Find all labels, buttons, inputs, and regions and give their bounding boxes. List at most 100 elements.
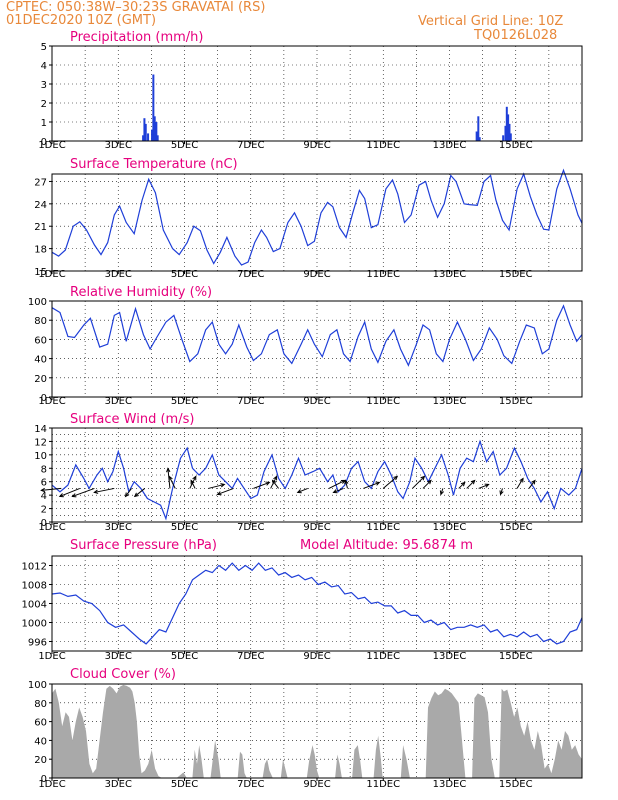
precip-bar <box>509 133 512 141</box>
y-tick-label: 5 <box>41 42 47 53</box>
x-tick-label: 15DEC <box>499 522 533 533</box>
wind-arrow-head <box>420 475 426 481</box>
y-tick-label: 27 <box>34 177 47 188</box>
x-tick-label: 3DEC <box>105 396 132 407</box>
wind-arrow <box>363 481 380 489</box>
rh-title: Relative Humidity (%) <box>70 285 212 300</box>
wind-arrow-head <box>375 481 381 486</box>
date-line: 01DEC2020 10Z (GMT) <box>6 13 157 28</box>
precip-bar <box>144 123 147 141</box>
wind-arrow-head <box>220 483 226 488</box>
y-tick-label: 0 <box>41 393 47 404</box>
wind-arrow <box>253 481 270 489</box>
wind-arrow-head <box>168 475 173 481</box>
y-tick-label: 18 <box>34 245 47 256</box>
wind-arrow-head <box>519 477 524 483</box>
precip-bar <box>155 122 158 141</box>
wind-arrow <box>190 480 196 489</box>
wind-arrow <box>297 487 308 493</box>
y-tick-label: 1012 <box>22 562 47 573</box>
wind-arrow-head <box>484 483 490 488</box>
y-tick-label: 60 <box>34 718 47 729</box>
x-tick-label: 3DEC <box>105 779 132 790</box>
y-tick-label: 40 <box>34 355 47 366</box>
precip-bar <box>153 116 156 141</box>
y-tick-label: 1 <box>41 118 47 129</box>
y-tick-label: 24 <box>34 200 47 211</box>
x-tick-label: 11DEC <box>366 396 400 407</box>
pressure-panel: 996 1000 1004 1008 1012 1DEC 3DEC 5DEC 7DEC 9DEC 1… <box>22 538 583 662</box>
x-tick-label: 9DEC <box>303 269 330 280</box>
station-line: CPTEC: 050:38W–30:23S GRAVATAI (RS) <box>6 0 266 15</box>
wind-title: Surface Wind (m/s) <box>70 412 194 427</box>
x-tick-label: 15DEC <box>499 396 533 407</box>
wind-arrow <box>466 480 476 489</box>
wind-arrow <box>168 476 176 489</box>
x-tick-label: 11DEC <box>366 522 400 533</box>
x-tick-label: 7DEC <box>237 269 264 280</box>
precip-panel: 0 1 2 3 4 5 1DEC 3DEC 5DEC 7DEC 9DEC 11DEC 13DEC 15DE… <box>38 30 583 151</box>
temp-title: Surface Temperature (nC) <box>70 157 238 172</box>
wind-arrow-head <box>133 492 139 498</box>
x-tick-label: 13DEC <box>433 522 467 533</box>
x-tick-label: 11DEC <box>366 651 400 662</box>
x-tick-label: 5DEC <box>171 779 198 790</box>
x-tick-label: 11DEC <box>366 140 400 151</box>
y-tick-label: 20 <box>34 755 47 766</box>
wind-arrow <box>382 476 398 489</box>
y-tick-label: 1000 <box>22 619 47 630</box>
x-tick-label: 7DEC <box>237 396 264 407</box>
x-tick-label: 7DEC <box>237 522 264 533</box>
x-tick-label: 1DEC <box>38 396 65 407</box>
wind-arrow <box>41 487 62 491</box>
wind-arrow <box>412 476 425 489</box>
y-tick-label: 40 <box>34 736 47 747</box>
precip-bar <box>505 106 508 141</box>
y-tick-label: 12 <box>34 437 47 448</box>
precip-bar <box>142 135 145 141</box>
x-tick-label: 5DEC <box>171 651 198 662</box>
wind-arrow <box>333 487 344 493</box>
wind-arrow-head <box>93 489 99 494</box>
pressure-line <box>51 562 583 645</box>
x-tick-label: 9DEC <box>303 522 330 533</box>
run-code: TQ0126L028 <box>474 28 558 43</box>
precip-bar <box>156 135 159 141</box>
y-tick-label: 80 <box>34 699 47 710</box>
wind-arrow <box>59 487 81 497</box>
x-tick-label: 7DEC <box>237 651 264 662</box>
y-tick-label: 20 <box>34 374 47 385</box>
precip-bar <box>507 114 510 141</box>
x-tick-label: 5DEC <box>171 522 198 533</box>
wind-arrow-head <box>265 481 271 486</box>
x-tick-label: 13DEC <box>433 396 467 407</box>
x-tick-label: 7DEC <box>237 140 264 151</box>
y-tick-label: 2 <box>41 505 47 516</box>
wind-arrow <box>125 488 132 497</box>
wind-arrow-head <box>393 475 399 481</box>
y-tick-label: 60 <box>34 335 47 346</box>
wind-arrow-head <box>296 489 302 494</box>
wind-arrow-head <box>40 487 46 493</box>
precip-bar <box>151 129 154 141</box>
precip-bar <box>477 116 480 141</box>
wind-arrow <box>528 480 536 489</box>
y-tick-label: 0 <box>41 137 47 148</box>
precip-bar <box>502 135 505 141</box>
wind-arrow <box>422 480 432 489</box>
y-tick-label: 1008 <box>22 581 47 592</box>
x-tick-label: 1DEC <box>38 269 65 280</box>
x-tick-label: 3DEC <box>105 651 132 662</box>
rh-line <box>51 304 583 367</box>
x-tick-label: 9DEC <box>303 651 330 662</box>
rh-panel: 0 20 40 60 80 100 1DEC 3DEC 5DEC 7DEC 9DEC 11DEC 13D… <box>28 285 583 407</box>
wind-arrow-head <box>124 492 130 498</box>
x-tick-label: 3DEC <box>105 522 132 533</box>
precip-bar <box>504 125 507 141</box>
wind-arrow-head <box>332 489 338 494</box>
wind-panel: 0 2 4 6 8 10 12 14 1DEC 3DEC 5DEC 7DEC 9DEC 11DEC 13DE… <box>34 412 583 533</box>
y-tick-label: 80 <box>34 316 47 327</box>
x-tick-label: 9DEC <box>303 396 330 407</box>
wind-arrow-head <box>470 479 476 485</box>
wind-arrow-head <box>166 467 171 473</box>
